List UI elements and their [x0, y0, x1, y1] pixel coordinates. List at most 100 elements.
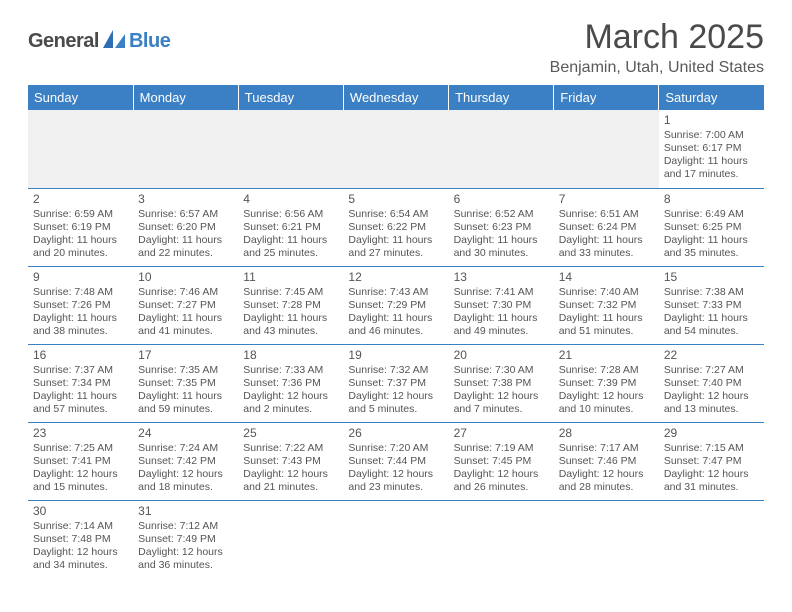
cell-line: Daylight: 12 hours: [454, 468, 549, 481]
month-title: March 2025: [550, 18, 764, 57]
cell-line: and 51 minutes.: [559, 325, 654, 338]
cell-line: and 49 minutes.: [454, 325, 549, 338]
cell-line: Daylight: 12 hours: [33, 468, 128, 481]
location: Benjamin, Utah, United States: [550, 59, 764, 77]
calendar-cell: [449, 110, 554, 188]
calendar-cell: 6Sunrise: 6:52 AMSunset: 6:23 PMDaylight…: [449, 188, 554, 266]
cell-line: and 59 minutes.: [138, 403, 233, 416]
cell-line: and 13 minutes.: [664, 403, 759, 416]
weekday-header: Thursday: [449, 85, 554, 110]
cell-line: Sunset: 7:26 PM: [33, 299, 128, 312]
day-number: 22: [664, 348, 759, 363]
cell-line: Sunrise: 6:51 AM: [559, 208, 654, 221]
calendar-row: 16Sunrise: 7:37 AMSunset: 7:34 PMDayligh…: [28, 344, 764, 422]
cell-line: and 21 minutes.: [243, 481, 338, 494]
cell-line: Sunset: 7:29 PM: [348, 299, 443, 312]
cell-line: and 7 minutes.: [454, 403, 549, 416]
cell-line: Daylight: 12 hours: [664, 390, 759, 403]
cell-line: Sunset: 7:35 PM: [138, 377, 233, 390]
cell-line: Sunrise: 7:14 AM: [33, 520, 128, 533]
day-number: 26: [348, 426, 443, 441]
cell-line: Daylight: 11 hours: [559, 234, 654, 247]
cell-line: and 28 minutes.: [559, 481, 654, 494]
cell-line: Sunrise: 6:57 AM: [138, 208, 233, 221]
cell-line: Daylight: 12 hours: [138, 468, 233, 481]
calendar-cell: 20Sunrise: 7:30 AMSunset: 7:38 PMDayligh…: [449, 344, 554, 422]
day-number: 24: [138, 426, 233, 441]
cell-line: and 41 minutes.: [138, 325, 233, 338]
cell-line: Sunrise: 7:40 AM: [559, 286, 654, 299]
calendar-body: 1Sunrise: 7:00 AMSunset: 6:17 PMDaylight…: [28, 110, 764, 578]
cell-line: and 15 minutes.: [33, 481, 128, 494]
cell-line: Sunrise: 7:46 AM: [138, 286, 233, 299]
day-number: 1: [664, 113, 759, 128]
cell-line: and 27 minutes.: [348, 247, 443, 260]
cell-line: Daylight: 12 hours: [559, 390, 654, 403]
weekday-header: Saturday: [659, 85, 764, 110]
logo-text-1: General: [28, 30, 99, 53]
cell-line: Sunset: 6:23 PM: [454, 221, 549, 234]
day-number: 2: [33, 192, 128, 207]
cell-line: and 46 minutes.: [348, 325, 443, 338]
calendar-cell: 21Sunrise: 7:28 AMSunset: 7:39 PMDayligh…: [554, 344, 659, 422]
cell-line: Sunrise: 6:54 AM: [348, 208, 443, 221]
calendar-cell: 12Sunrise: 7:43 AMSunset: 7:29 PMDayligh…: [343, 266, 448, 344]
cell-line: Sunrise: 7:19 AM: [454, 442, 549, 455]
calendar-row: 9Sunrise: 7:48 AMSunset: 7:26 PMDaylight…: [28, 266, 764, 344]
cell-line: Sunset: 6:20 PM: [138, 221, 233, 234]
day-number: 5: [348, 192, 443, 207]
cell-line: and 34 minutes.: [33, 559, 128, 572]
cell-line: and 35 minutes.: [664, 247, 759, 260]
day-number: 14: [559, 270, 654, 285]
day-number: 17: [138, 348, 233, 363]
weekday-header: Friday: [554, 85, 659, 110]
cell-line: and 22 minutes.: [138, 247, 233, 260]
cell-line: Sunset: 6:21 PM: [243, 221, 338, 234]
cell-line: Sunset: 7:43 PM: [243, 455, 338, 468]
cell-line: Sunrise: 7:27 AM: [664, 364, 759, 377]
calendar-cell: [133, 110, 238, 188]
day-number: 31: [138, 504, 233, 519]
calendar-cell: 25Sunrise: 7:22 AMSunset: 7:43 PMDayligh…: [238, 422, 343, 500]
cell-line: Sunset: 7:46 PM: [559, 455, 654, 468]
cell-line: Daylight: 12 hours: [243, 468, 338, 481]
cell-line: Sunset: 7:33 PM: [664, 299, 759, 312]
cell-line: and 23 minutes.: [348, 481, 443, 494]
day-number: 6: [454, 192, 549, 207]
calendar-cell: 3Sunrise: 6:57 AMSunset: 6:20 PMDaylight…: [133, 188, 238, 266]
calendar-cell: 13Sunrise: 7:41 AMSunset: 7:30 PMDayligh…: [449, 266, 554, 344]
calendar-cell: 17Sunrise: 7:35 AMSunset: 7:35 PMDayligh…: [133, 344, 238, 422]
cell-line: Daylight: 11 hours: [664, 312, 759, 325]
cell-line: and 18 minutes.: [138, 481, 233, 494]
cell-line: and 54 minutes.: [664, 325, 759, 338]
cell-line: and 36 minutes.: [138, 559, 233, 572]
cell-line: Daylight: 11 hours: [138, 390, 233, 403]
cell-line: Daylight: 12 hours: [664, 468, 759, 481]
cell-line: Sunset: 6:22 PM: [348, 221, 443, 234]
cell-line: Daylight: 11 hours: [348, 312, 443, 325]
calendar-cell: [343, 500, 448, 578]
cell-line: Sunrise: 6:52 AM: [454, 208, 549, 221]
cell-line: Sunset: 7:42 PM: [138, 455, 233, 468]
cell-line: Sunset: 7:49 PM: [138, 533, 233, 546]
day-number: 7: [559, 192, 654, 207]
calendar-cell: 10Sunrise: 7:46 AMSunset: 7:27 PMDayligh…: [133, 266, 238, 344]
title-block: March 2025 Benjamin, Utah, United States: [550, 18, 764, 77]
cell-line: Daylight: 11 hours: [454, 312, 549, 325]
calendar-cell: [449, 500, 554, 578]
cell-line: and 57 minutes.: [33, 403, 128, 416]
cell-line: Sunrise: 7:37 AM: [33, 364, 128, 377]
day-number: 19: [348, 348, 443, 363]
cell-line: Daylight: 11 hours: [243, 234, 338, 247]
cell-line: Sunrise: 6:49 AM: [664, 208, 759, 221]
cell-line: Sunset: 6:25 PM: [664, 221, 759, 234]
calendar-cell: 31Sunrise: 7:12 AMSunset: 7:49 PMDayligh…: [133, 500, 238, 578]
calendar-cell: 2Sunrise: 6:59 AMSunset: 6:19 PMDaylight…: [28, 188, 133, 266]
cell-line: Sunrise: 7:15 AM: [664, 442, 759, 455]
day-number: 12: [348, 270, 443, 285]
calendar-cell: 8Sunrise: 6:49 AMSunset: 6:25 PMDaylight…: [659, 188, 764, 266]
cell-line: and 17 minutes.: [664, 168, 759, 181]
calendar-cell: [238, 500, 343, 578]
cell-line: Sunrise: 7:41 AM: [454, 286, 549, 299]
cell-line: Sunset: 7:47 PM: [664, 455, 759, 468]
